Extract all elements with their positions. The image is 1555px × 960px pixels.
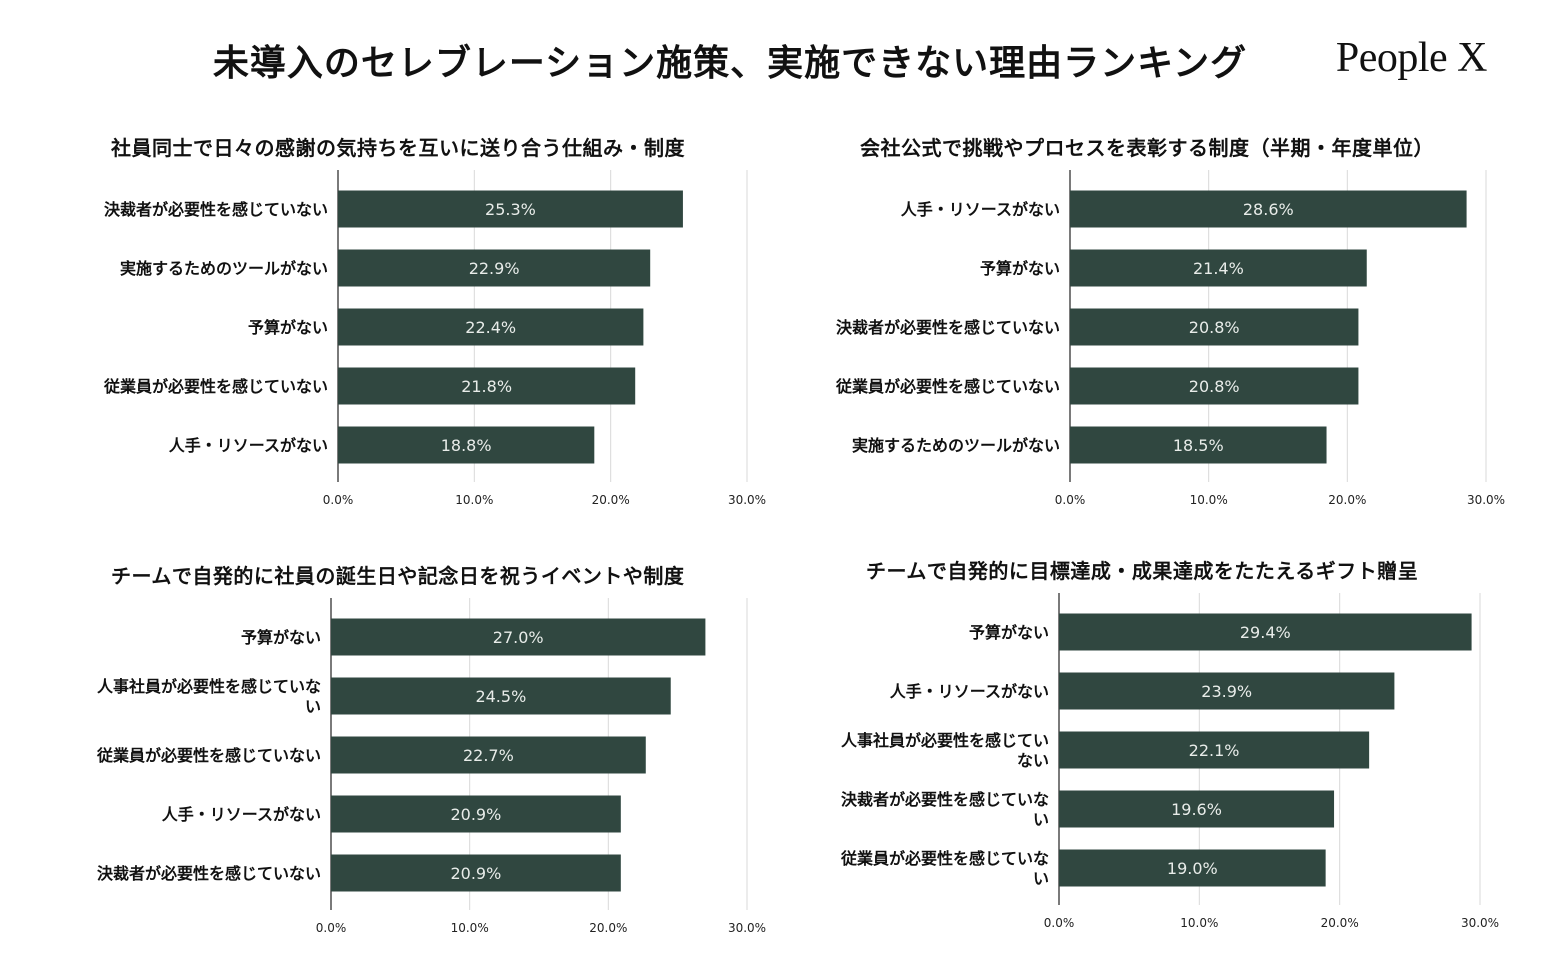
data-label: 25.3%: [485, 200, 536, 219]
data-label: 29.4%: [1240, 623, 1291, 642]
data-label: 22.4%: [465, 318, 516, 337]
bar: [1059, 790, 1335, 828]
bar: [1070, 426, 1327, 464]
x-tick-label: 20.0%: [589, 921, 627, 935]
category-label: 予算がない: [969, 623, 1049, 642]
category-label: 人事社員が必要性を感じてい: [841, 731, 1049, 750]
x-tick-label: 0.0%: [1055, 493, 1086, 507]
data-label: 22.1%: [1189, 741, 1240, 760]
bar: [1070, 367, 1359, 405]
category-label: 予算がない: [248, 318, 328, 337]
x-tick-label: 10.0%: [1190, 493, 1228, 507]
category-label: 決裁者が必要性を感じていな: [841, 790, 1049, 809]
x-tick-label: 20.0%: [1328, 493, 1366, 507]
data-label: 19.0%: [1167, 859, 1218, 878]
bar: [331, 677, 671, 715]
data-label: 23.9%: [1201, 682, 1252, 701]
data-label: 21.8%: [461, 377, 512, 396]
data-label: 20.9%: [450, 864, 501, 883]
bar-chart: 0.0% 10.0% 20.0% 30.0% 27.0% 予算がない 24.5% 人事社員が必…: [96, 598, 766, 935]
bar: [331, 618, 706, 656]
category-label: 予算がない: [980, 259, 1060, 278]
bar: [1059, 731, 1370, 769]
category-label: 従業員が必要性を感じていな: [840, 849, 1049, 868]
category-label: 決裁者が必要性を感じていない: [836, 318, 1060, 337]
chart-title: チームで自発的に目標達成・成果達成をたたえるギフト贈呈: [866, 559, 1419, 583]
x-tick-label: 0.0%: [316, 921, 347, 935]
category-label: 人手・リソースがない: [890, 682, 1049, 701]
data-label: 20.8%: [1189, 318, 1240, 337]
data-label: 22.7%: [463, 746, 514, 765]
category-label: 実施するためのツールがない: [120, 259, 328, 278]
bar: [1070, 308, 1359, 346]
bar: [338, 249, 651, 287]
x-tick-label: 30.0%: [1461, 916, 1499, 930]
bar: [331, 736, 646, 774]
data-label: 21.4%: [1193, 259, 1244, 278]
category-label: 人事社員が必要性を感じていな: [97, 677, 321, 696]
bar: [1070, 190, 1467, 228]
category-label: ない: [1017, 751, 1049, 770]
category-label: 決裁者が必要性を感じていない: [97, 864, 321, 883]
data-label: 28.6%: [1243, 200, 1294, 219]
bar-chart: 0.0% 10.0% 20.0% 30.0% 28.6% 人手・リソースがない 21.4% 予…: [835, 170, 1505, 507]
x-tick-label: 0.0%: [1044, 916, 1075, 930]
category-label: 実施するためのツールがない: [852, 436, 1060, 455]
x-tick-label: 30.0%: [728, 493, 766, 507]
category-label: 従業員が必要性を感じていない: [835, 377, 1060, 396]
data-label: 20.8%: [1189, 377, 1240, 396]
chart-title: チームで自発的に社員の誕生日や記念日を祝うイベントや制度: [111, 564, 685, 588]
x-tick-label: 10.0%: [451, 921, 489, 935]
category-label: 人手・リソースがない: [169, 436, 328, 455]
category-label: 決裁者が必要性を感じていない: [104, 200, 328, 219]
data-label: 19.6%: [1171, 800, 1222, 819]
category-label: 従業員が必要性を感じていない: [103, 377, 328, 396]
bar: [338, 367, 636, 405]
bar-chart: 0.0% 10.0% 20.0% 30.0% 25.3% 決裁者が必要性を感じていない 22…: [103, 170, 766, 507]
category-label: 人手・リソースがない: [162, 805, 321, 824]
data-label: 24.5%: [475, 687, 526, 706]
bar: [1070, 249, 1367, 287]
chart-title: 会社公式で挑戦やプロセスを表彰する制度（半期・年度単位）: [860, 136, 1434, 160]
category-label: い: [1033, 869, 1049, 888]
bar: [331, 795, 621, 833]
bar: [338, 190, 683, 228]
bar: [1059, 849, 1326, 887]
category-label: 予算がない: [241, 628, 321, 647]
x-tick-label: 10.0%: [1180, 916, 1218, 930]
x-tick-label: 20.0%: [592, 493, 630, 507]
x-tick-label: 30.0%: [1467, 493, 1505, 507]
data-label: 20.9%: [450, 805, 501, 824]
x-tick-label: 20.0%: [1321, 916, 1359, 930]
bar: [338, 426, 595, 464]
page-title: 未導入のセレブレーション施策、実施できない理由ランキング: [212, 43, 1248, 84]
brand-logo: People X: [1335, 35, 1488, 81]
chart-title: 社員同士で日々の感謝の気持ちを互いに送り合う仕組み・制度: [111, 136, 685, 160]
data-label: 22.9%: [469, 259, 520, 278]
bar: [1059, 672, 1395, 710]
category-label: い: [305, 697, 321, 716]
x-tick-label: 30.0%: [728, 921, 766, 935]
data-label: 27.0%: [493, 628, 544, 647]
x-tick-label: 0.0%: [323, 493, 354, 507]
data-label: 18.5%: [1173, 436, 1224, 455]
bar: [331, 854, 621, 892]
category-label: い: [1033, 810, 1049, 829]
data-label: 18.8%: [441, 436, 492, 455]
x-tick-label: 10.0%: [455, 493, 493, 507]
bar: [338, 308, 644, 346]
category-label: 従業員が必要性を感じていない: [96, 746, 321, 765]
category-label: 人手・リソースがない: [901, 200, 1060, 219]
bar: [1059, 613, 1472, 651]
